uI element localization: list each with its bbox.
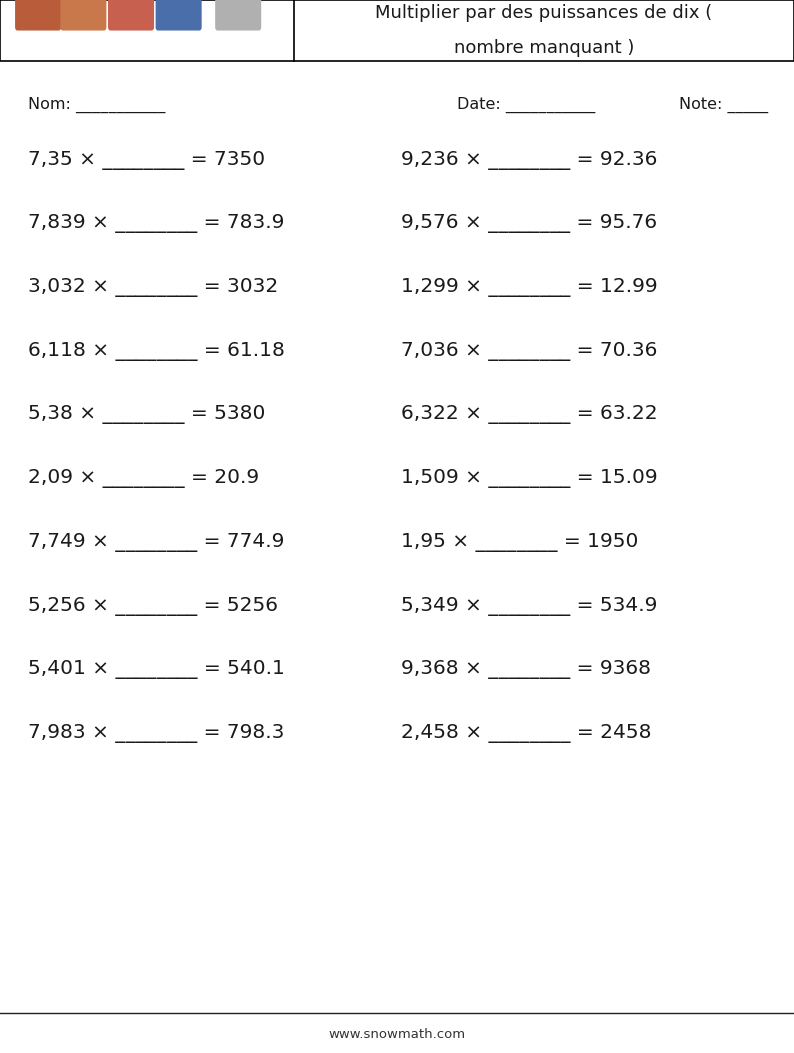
Ellipse shape	[224, 0, 252, 23]
Text: 7,036 × ________ = 70.36: 7,036 × ________ = 70.36	[401, 341, 657, 361]
Text: 1,95 × ________ = 1950: 1,95 × ________ = 1950	[401, 533, 638, 552]
Text: 7,983 × ________ = 798.3: 7,983 × ________ = 798.3	[28, 723, 284, 743]
Ellipse shape	[69, 0, 98, 23]
Text: www.snowmath.com: www.snowmath.com	[329, 1028, 465, 1040]
Text: 9,576 × ________ = 95.76: 9,576 × ________ = 95.76	[401, 214, 657, 234]
FancyBboxPatch shape	[60, 0, 106, 31]
Text: 3,032 × ________ = 3032: 3,032 × ________ = 3032	[28, 278, 278, 297]
FancyBboxPatch shape	[15, 0, 61, 31]
Text: 7,749 × ________ = 774.9: 7,749 × ________ = 774.9	[28, 533, 284, 552]
FancyBboxPatch shape	[215, 0, 261, 31]
Text: Date: ___________: Date: ___________	[457, 97, 595, 114]
Bar	[0, 0, 794, 61]
Text: 7,35 × ________ = 7350: 7,35 × ________ = 7350	[28, 151, 265, 170]
Text: 5,256 × ________ = 5256: 5,256 × ________ = 5256	[28, 596, 278, 616]
Text: 9,236 × ________ = 92.36: 9,236 × ________ = 92.36	[401, 151, 657, 170]
Text: 6,118 × ________ = 61.18: 6,118 × ________ = 61.18	[28, 341, 285, 361]
Text: Nom: ___________: Nom: ___________	[28, 97, 165, 114]
Text: 9,368 × ________ = 9368: 9,368 × ________ = 9368	[401, 660, 651, 679]
Text: nombre manquant ): nombre manquant )	[453, 39, 634, 58]
Text: 5,38 × ________ = 5380: 5,38 × ________ = 5380	[28, 405, 265, 424]
Text: Note: _____: Note: _____	[679, 97, 768, 114]
Text: 7,839 × ________ = 783.9: 7,839 × ________ = 783.9	[28, 214, 284, 234]
Text: 2,09 × ________ = 20.9: 2,09 × ________ = 20.9	[28, 469, 259, 489]
Text: 5,349 × ________ = 534.9: 5,349 × ________ = 534.9	[401, 596, 657, 616]
Ellipse shape	[117, 0, 145, 23]
Ellipse shape	[24, 0, 52, 23]
FancyBboxPatch shape	[108, 0, 154, 31]
Text: 5,401 × ________ = 540.1: 5,401 × ________ = 540.1	[28, 660, 285, 679]
Text: Multiplier par des puissances de dix (: Multiplier par des puissances de dix (	[376, 3, 712, 22]
FancyBboxPatch shape	[156, 0, 202, 31]
Ellipse shape	[164, 0, 193, 23]
Text: 2,458 × ________ = 2458: 2,458 × ________ = 2458	[401, 723, 651, 743]
Text: 1,509 × ________ = 15.09: 1,509 × ________ = 15.09	[401, 469, 657, 489]
Text: 1,299 × ________ = 12.99: 1,299 × ________ = 12.99	[401, 278, 657, 297]
Text: 6,322 × ________ = 63.22: 6,322 × ________ = 63.22	[401, 405, 657, 424]
